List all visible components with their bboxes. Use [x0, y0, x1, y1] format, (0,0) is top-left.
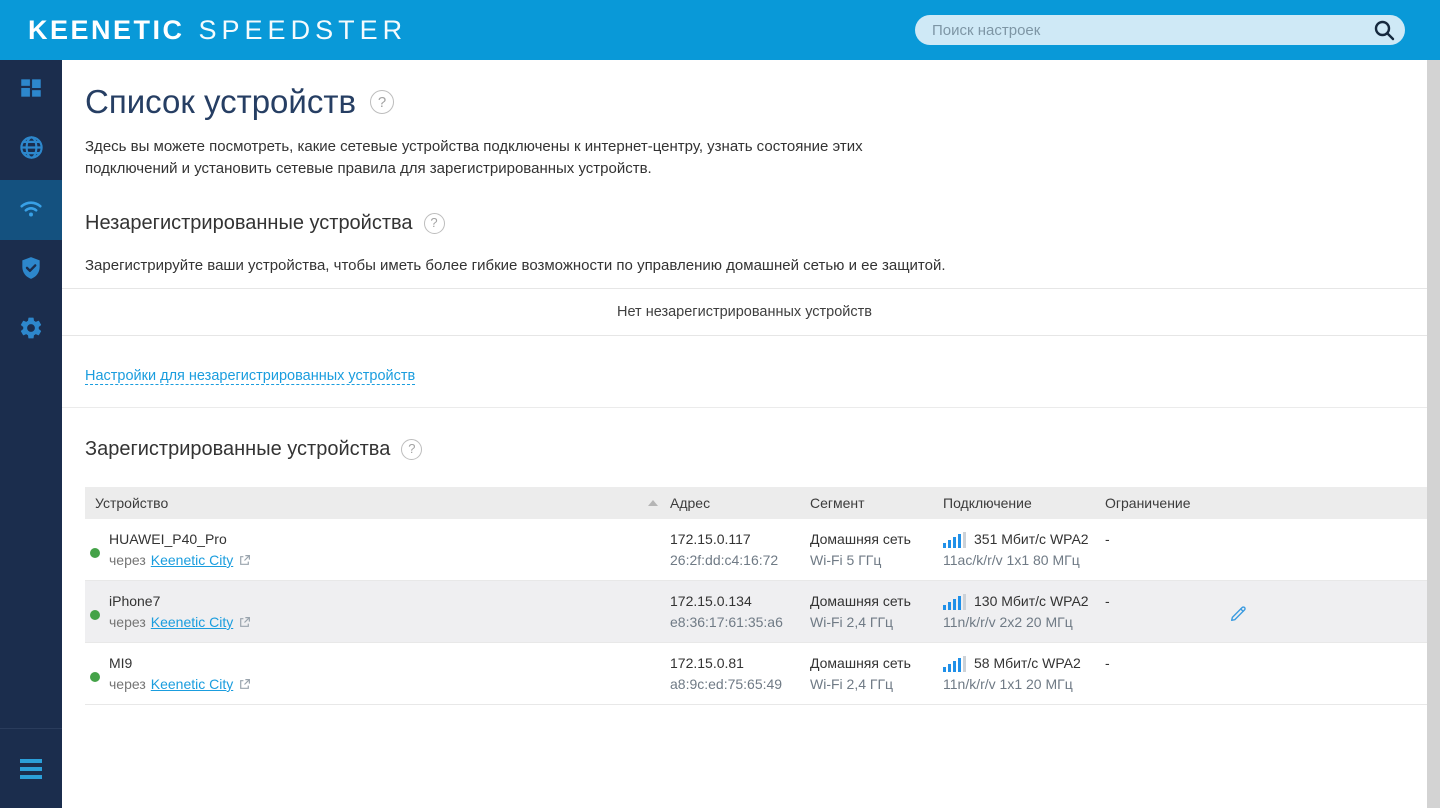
help-icon[interactable]: ? — [401, 438, 423, 460]
table-row[interactable]: iPhone7 через Keenetic City 172.15.0.134… — [85, 581, 1427, 643]
device-mac: 26:2f:dd:c4:16:72 — [670, 552, 779, 568]
column-header-segment[interactable]: Сегмент — [810, 495, 865, 511]
wifi-icon — [17, 194, 45, 227]
model-name: SPEEDSTER — [198, 14, 408, 45]
top-header: KEENETIC SPEEDSTER — [0, 0, 1440, 60]
signal-strength-icon — [943, 593, 966, 610]
status-online-dot — [90, 548, 100, 558]
brand-name: KEENETIC — [28, 14, 185, 45]
table-header: Устройство Адрес Сегмент Подключение Огр… — [85, 487, 1427, 519]
keenetic-logo: KEENETIC SPEEDSTER — [28, 15, 407, 46]
gear-icon — [18, 315, 44, 346]
wifi-mode: 11n/k/r/v 1x1 20 МГц — [943, 676, 1073, 692]
via-router-link[interactable]: Keenetic City — [150, 614, 234, 630]
edit-pencil-icon[interactable] — [1228, 603, 1249, 624]
empty-message: Нет незарегистрированных устройств — [616, 304, 872, 320]
status-online-dot — [90, 610, 100, 620]
segment-name: Домашняя сеть — [810, 531, 911, 547]
device-ip: 172.15.0.134 — [670, 593, 752, 609]
signal-strength-icon — [943, 531, 966, 548]
device-name: MI9 — [109, 655, 133, 671]
column-header-device[interactable]: Устройство — [85, 495, 670, 511]
help-icon[interactable]: ? — [423, 212, 445, 234]
wifi-band: Wi-Fi 2,4 ГГц — [810, 614, 894, 630]
external-link-icon — [238, 616, 251, 629]
via-label: через — [109, 552, 146, 568]
table-body: HUAWEI_P40_Pro через Keenetic City 172.1… — [85, 519, 1427, 705]
device-ip: 172.15.0.81 — [670, 655, 744, 671]
sort-ascending-icon — [648, 500, 658, 506]
unregistered-heading: Незарегистрированные устройства — [85, 212, 413, 234]
segment-name: Домашняя сеть — [810, 655, 911, 671]
sidebar-item-settings[interactable] — [0, 300, 62, 360]
link-speed: 58 Мбит/с WPA2 — [974, 655, 1081, 671]
search-box — [915, 15, 1405, 45]
page-title: Список устройств — [85, 83, 356, 120]
page-description: Здесь вы можете посмотреть, какие сетевы… — [85, 138, 863, 177]
globe-icon — [18, 134, 45, 166]
segment-name: Домашняя сеть — [810, 593, 911, 609]
restriction-value: - — [1105, 655, 1110, 671]
via-label: через — [109, 614, 146, 630]
sidebar-nav — [0, 60, 62, 808]
search-input[interactable] — [915, 15, 1405, 45]
sidebar-collapse-button[interactable] — [0, 728, 62, 808]
dashboard-grid-icon — [18, 75, 44, 106]
device-mac: e8:36:17:61:35:a6 — [670, 614, 783, 630]
wifi-band: Wi-Fi 2,4 ГГц — [810, 676, 894, 692]
search-button[interactable] — [1371, 18, 1397, 44]
table-row[interactable]: HUAWEI_P40_Pro через Keenetic City 172.1… — [85, 519, 1427, 581]
link-speed: 130 Мбит/с WPA2 — [974, 593, 1089, 609]
device-mac: a8:9c:ed:75:65:49 — [670, 676, 783, 692]
sidebar-item-security[interactable] — [0, 240, 62, 300]
external-link-icon — [238, 678, 251, 691]
column-header-connection[interactable]: Подключение — [943, 495, 1032, 511]
devices-table: Устройство Адрес Сегмент Подключение Огр… — [85, 487, 1427, 705]
restriction-value: - — [1105, 593, 1110, 609]
unregistered-hint: Зарегистрируйте ваши устройства, чтобы и… — [85, 257, 946, 274]
wifi-band: Wi-Fi 5 ГГц — [810, 552, 882, 568]
wifi-mode: 11ac/k/r/v 1x1 80 МГц — [943, 552, 1080, 568]
status-online-dot — [90, 672, 100, 682]
column-header-restriction[interactable]: Ограничение — [1105, 495, 1191, 511]
signal-strength-icon — [943, 655, 966, 672]
sidebar-item-dashboard[interactable] — [0, 60, 62, 120]
column-header-address[interactable]: Адрес — [670, 495, 711, 511]
wifi-mode: 11n/k/r/v 2x2 20 МГц — [943, 614, 1073, 630]
shield-check-icon — [18, 255, 44, 286]
help-icon[interactable]: ? — [370, 90, 394, 114]
link-speed: 351 Мбит/с WPA2 — [974, 531, 1089, 547]
via-router-link[interactable]: Keenetic City — [150, 552, 234, 568]
table-row[interactable]: MI9 через Keenetic City 172.15.0.81 a8:9… — [85, 643, 1427, 705]
scrollbar[interactable] — [1427, 60, 1440, 808]
search-icon — [1372, 20, 1396, 45]
device-ip: 172.15.0.117 — [670, 531, 751, 547]
sidebar-item-internet[interactable] — [0, 120, 62, 180]
section-divider — [62, 407, 1427, 408]
unregistered-empty-state: Нет незарегистрированных устройств — [62, 288, 1427, 336]
main-content: Список устройств ? Здесь вы можете посмо… — [62, 60, 1427, 808]
sidebar-item-wifi[interactable] — [0, 180, 62, 240]
external-link-icon — [238, 554, 251, 567]
unregistered-settings-link[interactable]: Настройки для незарегистрированных устро… — [85, 368, 416, 385]
device-name: iPhone7 — [109, 593, 161, 609]
restriction-value: - — [1105, 531, 1110, 547]
via-router-link[interactable]: Keenetic City — [150, 676, 234, 692]
registered-heading: Зарегистрированные устройства — [85, 438, 391, 460]
device-name: HUAWEI_P40_Pro — [109, 531, 227, 547]
via-label: через — [109, 676, 146, 692]
hamburger-icon — [20, 758, 42, 779]
